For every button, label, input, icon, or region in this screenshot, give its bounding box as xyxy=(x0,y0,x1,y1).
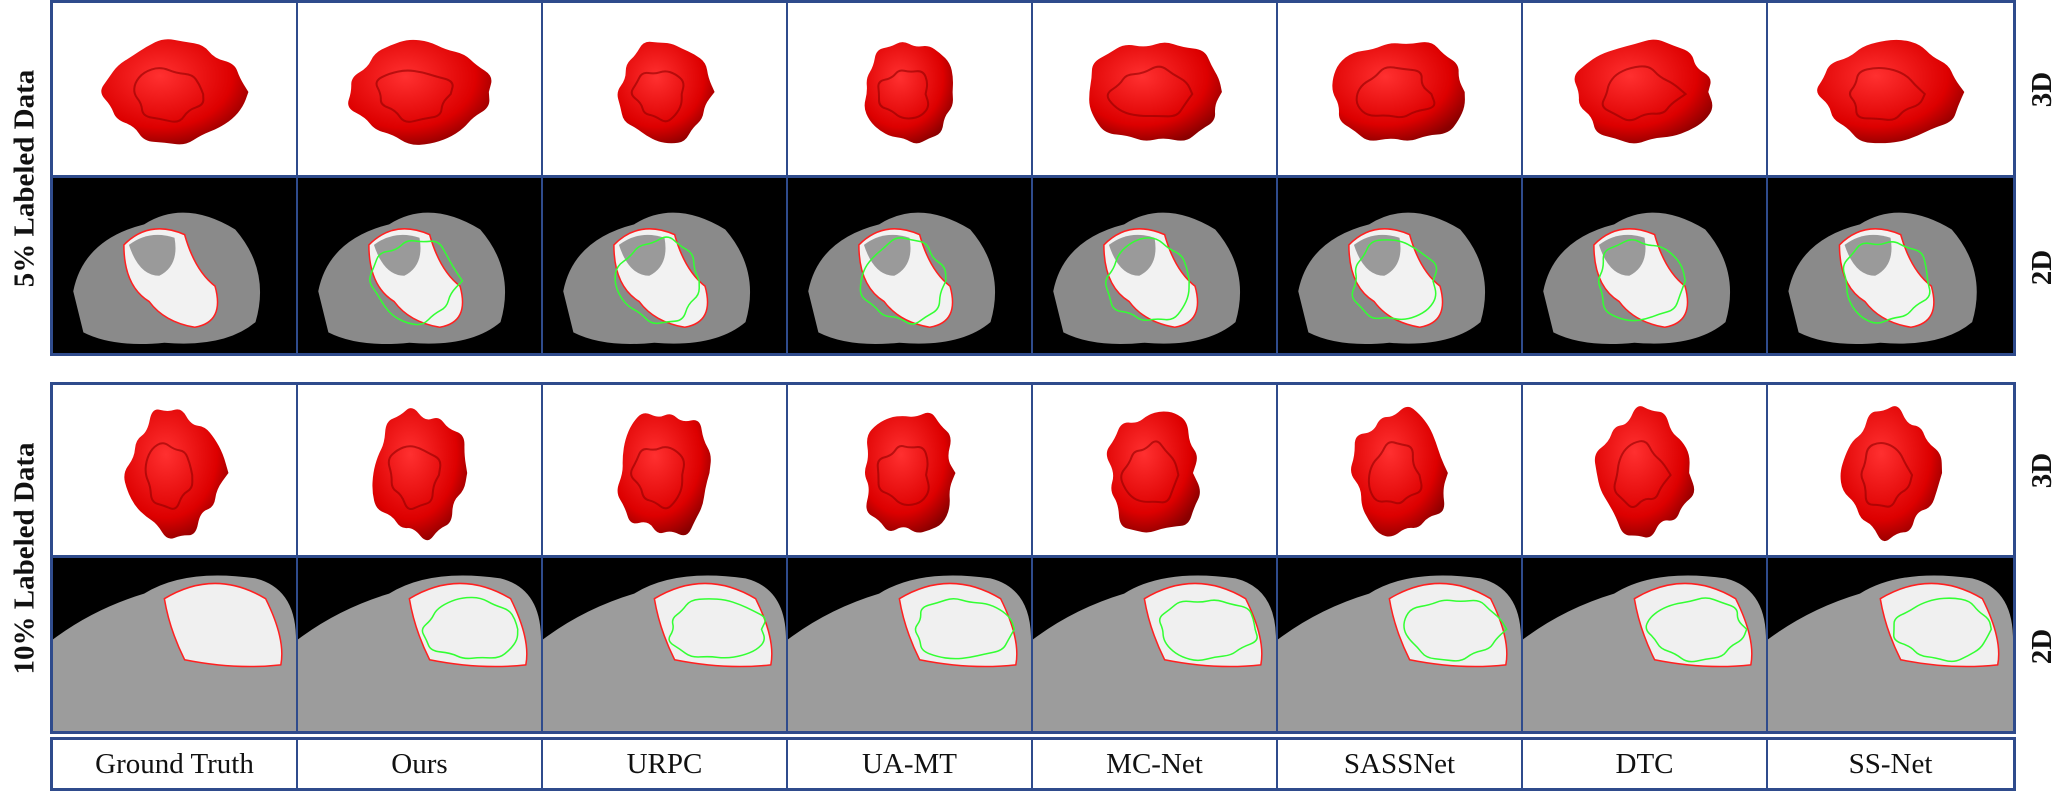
method-label: URPC xyxy=(543,740,788,788)
row-3d xyxy=(53,3,2013,178)
render-3d-5 xyxy=(1278,3,1523,175)
section-5pct-labeled xyxy=(50,0,2016,356)
mri-2d-image xyxy=(1278,575,1521,731)
tumor-3d-shape xyxy=(1351,406,1448,537)
section-label-5pct: 5% Labeled Data xyxy=(8,69,41,287)
tumor-3d-shape xyxy=(124,409,229,539)
render-3d-2 xyxy=(543,3,788,175)
mri-2d-image xyxy=(1033,575,1276,731)
tumor-3d-shape xyxy=(617,413,711,536)
tumor-3d-shape xyxy=(1332,42,1465,141)
render-3d-4 xyxy=(1033,3,1278,175)
mri-slice-5 xyxy=(1278,558,1523,731)
method-labels: Ground Truth Ours URPC UA-MT MC-Net SASSNet DT… xyxy=(50,737,2016,791)
row-label-3d-bottom: 3D xyxy=(2026,452,2059,488)
tumor-3d-shape xyxy=(1106,411,1200,533)
mri-slice-3 xyxy=(788,558,1033,731)
tumor-3d-shape xyxy=(348,39,492,145)
render-3d-7 xyxy=(1768,3,2013,175)
mri-2d-image xyxy=(788,575,1031,731)
method-label: UA-MT xyxy=(788,740,1033,788)
tumor-3d-shape xyxy=(1840,406,1943,542)
mri-2d-image xyxy=(543,575,786,731)
row-2d xyxy=(53,558,2013,731)
tumor-3d-shape xyxy=(1574,39,1713,144)
row-3d xyxy=(53,385,2013,558)
section-10pct-labeled xyxy=(50,382,2016,734)
mri-2d-image xyxy=(73,212,261,344)
mri-2d-image xyxy=(563,212,751,344)
method-label: Ours xyxy=(298,740,543,788)
mri-slice-4 xyxy=(1033,178,1278,353)
tumor-3d-shape xyxy=(617,41,715,144)
mri-2d-image xyxy=(1768,575,2013,731)
render-3d-5 xyxy=(1278,385,1523,555)
mri-slice-4 xyxy=(1033,558,1278,731)
method-label: SS-Net xyxy=(1848,747,1933,780)
mri-slice-7 xyxy=(1768,558,2013,731)
mri-2d-image xyxy=(318,212,506,344)
mri-slice-0 xyxy=(53,558,298,731)
mri-slice-7 xyxy=(1768,178,2013,353)
render-3d-4 xyxy=(1033,385,1278,555)
row-label-2d-top: 2D xyxy=(2026,249,2059,285)
render-3d-1 xyxy=(298,3,543,175)
mri-slice-2 xyxy=(543,558,788,731)
method-label: MC-Net xyxy=(1033,740,1278,788)
tumor-3d-shape xyxy=(1594,406,1695,538)
mri-2d-image xyxy=(808,212,996,344)
mri-slice-1 xyxy=(298,558,543,731)
mri-slice-6 xyxy=(1523,558,1768,731)
row-label-2d-bottom: 2D xyxy=(2026,628,2059,664)
tumor-3d-shape xyxy=(864,42,953,144)
render-3d-1 xyxy=(298,385,543,555)
tumor-3d-shape xyxy=(1817,39,1965,144)
mri-slice-0 xyxy=(53,178,298,353)
mri-slice-2 xyxy=(543,178,788,353)
mri-slice-3 xyxy=(788,178,1033,353)
render-3d-2 xyxy=(543,385,788,555)
render-3d-7 xyxy=(1768,385,2013,555)
row-2d xyxy=(53,178,2013,353)
mri-2d-image xyxy=(1543,212,1731,344)
method-label: Ground Truth xyxy=(53,740,298,788)
render-3d-0 xyxy=(53,3,298,175)
mri-2d-image xyxy=(1523,575,1766,731)
render-3d-3 xyxy=(788,385,1033,555)
section-label-10pct: 10% Labeled Data xyxy=(8,442,41,674)
method-label: DTC xyxy=(1523,740,1768,788)
method-label: SASSNet xyxy=(1278,740,1523,788)
tumor-3d-shape xyxy=(101,39,249,145)
render-3d-6 xyxy=(1523,3,1768,175)
mri-2d-image xyxy=(53,575,296,731)
mri-2d-image xyxy=(1298,212,1486,344)
render-3d-6 xyxy=(1523,385,1768,555)
row-label-3d-top: 3D xyxy=(2026,71,2059,107)
render-3d-0 xyxy=(53,385,298,555)
mri-slice-5 xyxy=(1278,178,1523,353)
mri-2d-image xyxy=(1788,212,1977,344)
mri-2d-image xyxy=(1053,212,1241,344)
mri-slice-6 xyxy=(1523,178,1768,353)
mri-2d-image xyxy=(298,575,541,731)
mri-slice-1 xyxy=(298,178,543,353)
tumor-3d-shape xyxy=(864,412,956,533)
render-3d-3 xyxy=(788,3,1033,175)
tumor-3d-shape xyxy=(1089,42,1222,141)
tumor-3d-shape xyxy=(372,408,468,541)
